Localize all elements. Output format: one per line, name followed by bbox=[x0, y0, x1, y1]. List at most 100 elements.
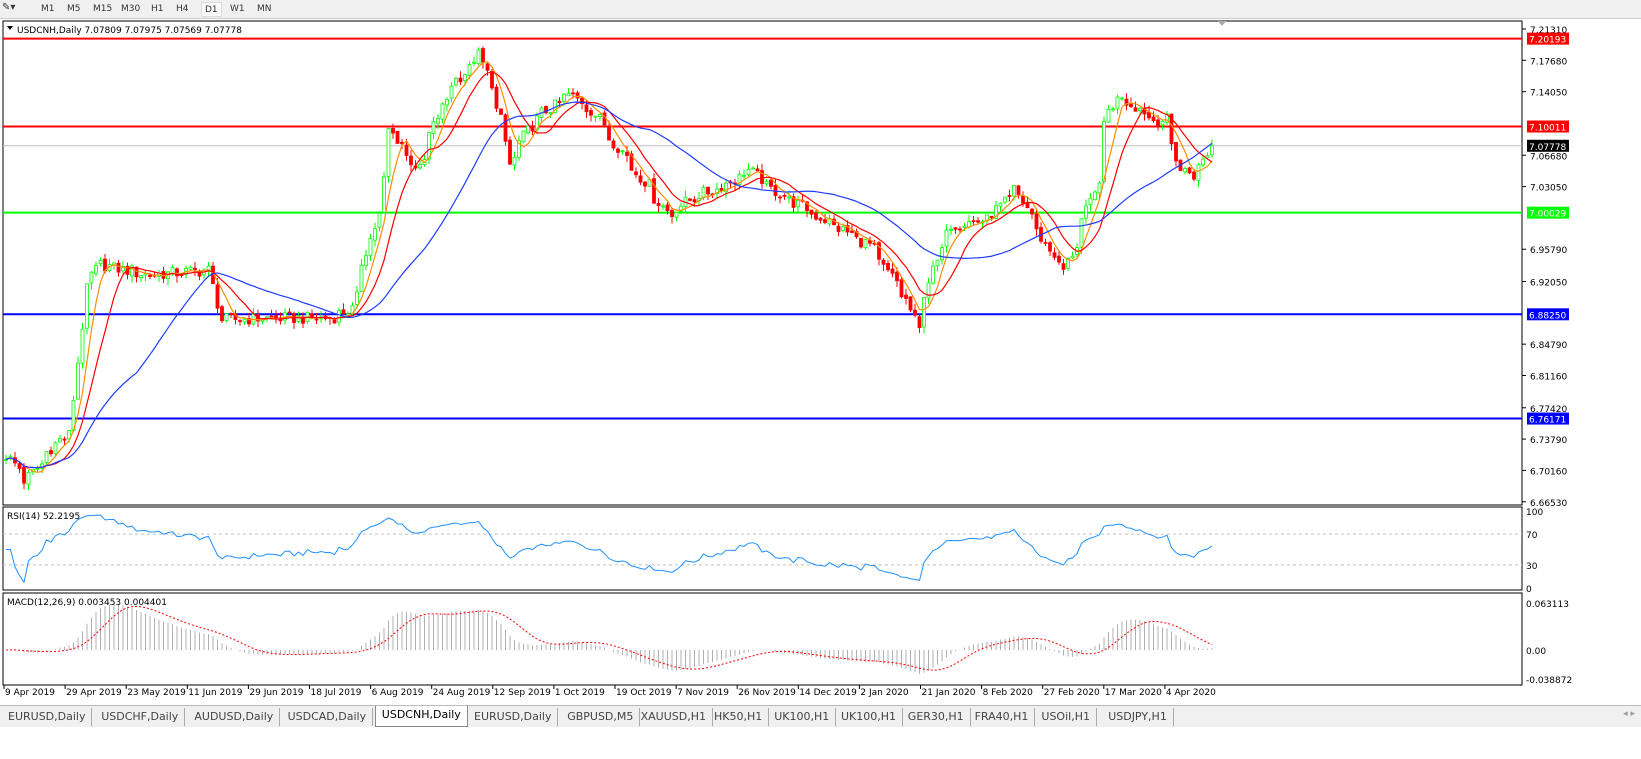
candle-body bbox=[1205, 155, 1210, 159]
candle-body bbox=[823, 219, 827, 223]
candle-body bbox=[436, 118, 440, 124]
candle-body bbox=[989, 215, 994, 219]
chart-tab[interactable]: AUDUSD,Daily bbox=[188, 708, 281, 726]
timeframe-m30[interactable]: M30 bbox=[121, 4, 141, 14]
candle-body bbox=[26, 472, 31, 485]
chart-tab[interactable]: EURUSD,Daily bbox=[2, 708, 93, 726]
candle-body bbox=[359, 264, 364, 292]
candle-body bbox=[58, 438, 62, 443]
timeframe-toolbar: ✎▾ M1 M5 M15 M30 H1 H4 D1 W1 MN bbox=[0, 0, 1641, 19]
candle-body bbox=[1030, 208, 1034, 215]
timeframe-w1[interactable]: W1 bbox=[230, 4, 245, 14]
draw-tools-icon[interactable]: ✎▾ bbox=[2, 2, 16, 13]
candle-body bbox=[706, 186, 710, 195]
timeframe-h4[interactable]: H4 bbox=[176, 4, 189, 14]
timeframe-d1[interactable]: D1 bbox=[201, 2, 222, 17]
candle-body bbox=[1102, 120, 1106, 182]
candle-body bbox=[440, 103, 445, 120]
date-tick-label: 18 Jul 2019 bbox=[311, 688, 362, 698]
candle-body bbox=[44, 451, 49, 463]
candle-body bbox=[962, 225, 967, 229]
candle-body bbox=[670, 209, 674, 217]
chart-tab[interactable]: USDCHF,Daily bbox=[95, 708, 186, 726]
candle-body bbox=[643, 181, 647, 187]
chart-tab[interactable]: USDCNH,Daily bbox=[374, 706, 468, 727]
candle-body bbox=[751, 167, 755, 170]
candle-body bbox=[76, 362, 80, 400]
candle-body bbox=[1183, 168, 1187, 173]
candle-body bbox=[1048, 242, 1052, 252]
candle-body bbox=[958, 228, 962, 231]
tab-scroll-arrows-icon[interactable]: ◂ ▸ bbox=[1623, 709, 1635, 719]
candle-body bbox=[1201, 158, 1205, 166]
chart-tab[interactable]: USDCAD,Daily bbox=[282, 708, 374, 726]
candle-body bbox=[17, 463, 22, 469]
candle-body bbox=[944, 229, 949, 247]
candle-body bbox=[814, 212, 818, 220]
candle-body bbox=[490, 71, 494, 89]
chart-tab[interactable]: GBPUSD,M5 bbox=[561, 708, 641, 726]
candle-body bbox=[616, 148, 620, 153]
candle-body bbox=[1079, 218, 1084, 248]
chart-tab[interactable]: EURUSD,Daily bbox=[468, 708, 559, 726]
candle-body bbox=[787, 196, 791, 199]
candle-body bbox=[922, 297, 926, 328]
chart-tab[interactable]: FRA40,H1 bbox=[969, 708, 1036, 726]
candle-body bbox=[620, 150, 625, 152]
price-chart[interactable]: 7.21310 7.17680 7.14050 7.06680 7.03050 6.957… bbox=[0, 19, 1641, 703]
candle-body bbox=[755, 168, 760, 172]
candle-body bbox=[130, 265, 134, 277]
candle-body bbox=[94, 264, 98, 274]
candle-body bbox=[463, 74, 467, 82]
candle-body bbox=[940, 247, 944, 261]
chart-tab[interactable]: HK50,H1 bbox=[708, 708, 770, 726]
candle-body bbox=[224, 313, 229, 322]
chart-tab[interactable]: GER30,H1 bbox=[902, 708, 971, 726]
candle-body bbox=[580, 97, 584, 105]
timeframe-h1[interactable]: H1 bbox=[151, 4, 164, 14]
candle-body bbox=[778, 196, 782, 199]
timeframe-m1[interactable]: M1 bbox=[41, 4, 55, 14]
current-price-label-bg bbox=[1527, 139, 1569, 152]
candle-body bbox=[877, 242, 881, 260]
candle-body bbox=[737, 173, 742, 185]
candle-body bbox=[458, 77, 463, 83]
candle-body bbox=[485, 63, 490, 71]
candle-body bbox=[494, 86, 499, 109]
candle-body bbox=[1192, 171, 1196, 180]
candle-body bbox=[242, 318, 247, 323]
price-tick-label: 7.06680 bbox=[1530, 152, 1567, 162]
price-tick-label: 6.95790 bbox=[1530, 246, 1567, 256]
candle-body bbox=[1057, 255, 1061, 263]
candle-body bbox=[589, 110, 593, 116]
chart-tab[interactable]: USOil,H1 bbox=[1035, 708, 1097, 726]
candle-body bbox=[971, 220, 976, 223]
candle-body bbox=[742, 175, 746, 177]
timeframe-m15[interactable]: M15 bbox=[93, 4, 113, 14]
chart-tab[interactable]: XAUUSD,H1 bbox=[635, 708, 713, 726]
main-panel bbox=[2, 20, 1523, 506]
chart-tab[interactable]: UK100,H1 bbox=[768, 708, 837, 726]
date-tick-label: 23 May 2019 bbox=[127, 688, 186, 698]
candle-body bbox=[598, 114, 602, 118]
candle-body bbox=[917, 316, 922, 329]
chart-tab[interactable]: USDJPY,H1 bbox=[1102, 708, 1174, 726]
level-price-label-bg bbox=[1527, 120, 1569, 133]
timeframe-mn[interactable]: MN bbox=[257, 4, 272, 14]
candle-body bbox=[571, 92, 575, 95]
candle-body bbox=[1124, 98, 1129, 106]
candle-body bbox=[1093, 191, 1097, 201]
candle-body bbox=[89, 271, 94, 284]
candle-body bbox=[116, 262, 121, 273]
candle-body bbox=[1052, 252, 1057, 258]
candle-body bbox=[548, 112, 553, 114]
price-tick-label: 6.77420 bbox=[1530, 405, 1567, 415]
timeframe-m5[interactable]: M5 bbox=[67, 4, 81, 14]
chart-tab[interactable]: UK100,H1 bbox=[835, 708, 904, 726]
rsi-tick-label: 30 bbox=[1526, 562, 1538, 572]
candle-body bbox=[760, 170, 764, 184]
candle-body bbox=[913, 309, 917, 316]
candle-body bbox=[220, 306, 224, 322]
candle-body bbox=[805, 201, 809, 212]
candle-body bbox=[818, 217, 823, 221]
